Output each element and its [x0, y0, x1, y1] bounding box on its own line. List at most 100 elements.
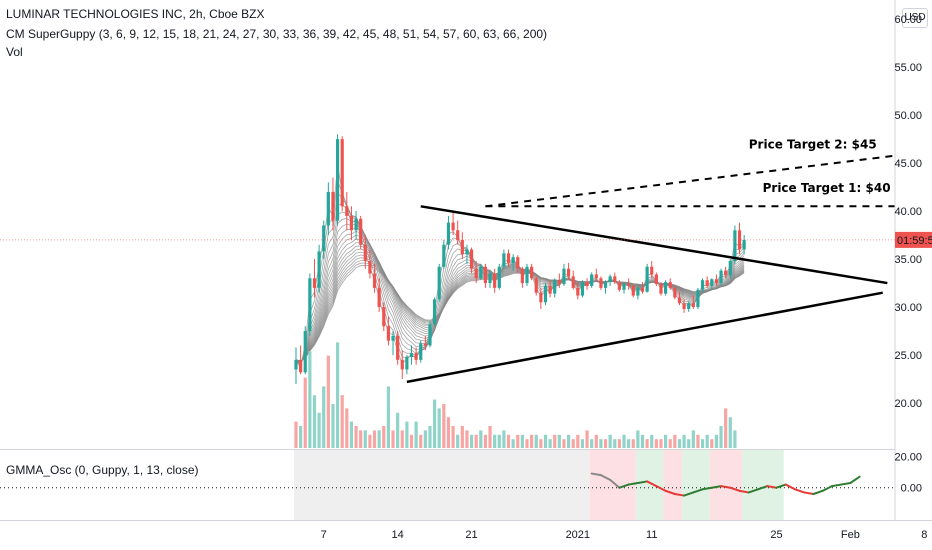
- candle-body: [719, 270, 723, 284]
- candle-body: [442, 244, 446, 267]
- volume-bar: [530, 434, 534, 448]
- volume-bar: [437, 408, 441, 448]
- osc-segment: [747, 488, 759, 494]
- time-tick-label: 14: [392, 529, 404, 541]
- volume-bar: [299, 426, 303, 448]
- osc-segment: [664, 489, 676, 495]
- candle-body: [733, 230, 737, 262]
- volume-bar: [479, 430, 483, 448]
- volume-bar: [363, 430, 367, 448]
- volume-bar: [456, 434, 460, 448]
- volume-bar: [502, 430, 506, 448]
- volume-bar: [627, 439, 631, 448]
- candle-body: [576, 287, 580, 296]
- candle-body: [534, 278, 538, 293]
- osc-segment: [590, 472, 602, 477]
- volume-bar: [493, 434, 497, 448]
- guppy-ema-line: [295, 260, 745, 362]
- volume-bar: [409, 434, 414, 448]
- candle-body: [710, 279, 714, 286]
- volume-bar: [687, 439, 691, 448]
- candle-body: [520, 268, 524, 284]
- guppy-ema-line: [295, 264, 745, 362]
- candle-body: [737, 230, 742, 250]
- volume-bar: [534, 434, 538, 448]
- osc-segment: [692, 488, 704, 494]
- volume-bar: [516, 434, 520, 448]
- volume-bar: [340, 395, 344, 448]
- volume-bar: [451, 426, 455, 448]
- candle-body: [608, 276, 612, 283]
- osc-segment: [636, 480, 649, 484]
- gmma-osc-legend[interactable]: GMMA_Osc (0, Guppy, 1, 13, close): [6, 463, 199, 477]
- volume-bar: [460, 426, 464, 448]
- candle-body: [691, 303, 695, 308]
- annotations: Price Target 2: $45 Price Target 1: $40: [749, 138, 891, 195]
- volume-bar: [488, 426, 492, 448]
- guppy-ema-line: [295, 203, 745, 365]
- osc-zone: [709, 450, 743, 520]
- volume-bar: [714, 434, 719, 448]
- candle-body: [428, 324, 432, 346]
- currency-button[interactable]: USD: [902, 8, 928, 28]
- volume-bar: [733, 430, 737, 448]
- candle-body: [409, 353, 414, 357]
- candle-body: [525, 266, 529, 284]
- target2-line: [485, 154, 897, 208]
- trendlines: [406, 154, 897, 384]
- volume-bar: [349, 421, 354, 448]
- osc-zone: [635, 450, 664, 520]
- candle-body: [668, 282, 672, 288]
- osc-segment: [821, 485, 833, 492]
- volume-bar: [650, 434, 654, 448]
- candle-body: [483, 266, 488, 284]
- osc-segment: [757, 485, 769, 491]
- candle-body: [391, 335, 395, 341]
- candle-body: [396, 335, 400, 360]
- volume-bar: [465, 430, 469, 448]
- candle-body: [687, 303, 691, 309]
- osc-tick-label: 0.00: [901, 483, 922, 495]
- volume-bar: [483, 434, 488, 448]
- price-tick-label: 35.00: [894, 254, 922, 266]
- candle-body: [359, 218, 363, 245]
- volume-bar: [520, 434, 524, 448]
- candle-body: [543, 285, 548, 303]
- volume-bar: [668, 439, 672, 448]
- superguppy-legend[interactable]: CM SuperGuppy (3, 6, 9, 12, 15, 18, 21, …: [6, 27, 548, 41]
- candle-body: [451, 222, 455, 231]
- volume-bar: [359, 430, 363, 448]
- candle-body: [724, 270, 728, 276]
- candle-body: [539, 292, 543, 303]
- candle-body: [613, 276, 617, 283]
- candle-body: [696, 289, 700, 308]
- candle-body: [557, 280, 561, 285]
- time-tick-label: 7: [321, 529, 327, 541]
- volume-bar: [372, 430, 377, 448]
- volume-bar: [391, 430, 395, 448]
- time-tick-label: Feb: [841, 529, 860, 541]
- osc-segment: [627, 482, 639, 486]
- volume-bar: [590, 439, 594, 448]
- candle-body: [382, 307, 386, 327]
- volume-legend[interactable]: Vol: [6, 45, 23, 59]
- volume-bar: [585, 430, 589, 448]
- price-target-label: Price Target 1: $40: [763, 181, 891, 195]
- osc-segment: [683, 491, 695, 497]
- upper-trendline: [420, 205, 888, 285]
- volume-bar: [506, 434, 511, 448]
- volume-bar: [553, 434, 557, 448]
- candle-body: [354, 218, 358, 231]
- osc-segment: [646, 480, 658, 488]
- price-tick-label: 25.00: [894, 350, 922, 362]
- candle-body: [650, 266, 654, 275]
- candle-body: [664, 282, 668, 294]
- volume-bar: [335, 342, 340, 448]
- osc-segment: [775, 483, 787, 489]
- osc-tick-label: 20.00: [894, 451, 922, 463]
- candle-body: [742, 239, 746, 250]
- osc-segment: [673, 493, 686, 497]
- volume-bar: [631, 439, 635, 448]
